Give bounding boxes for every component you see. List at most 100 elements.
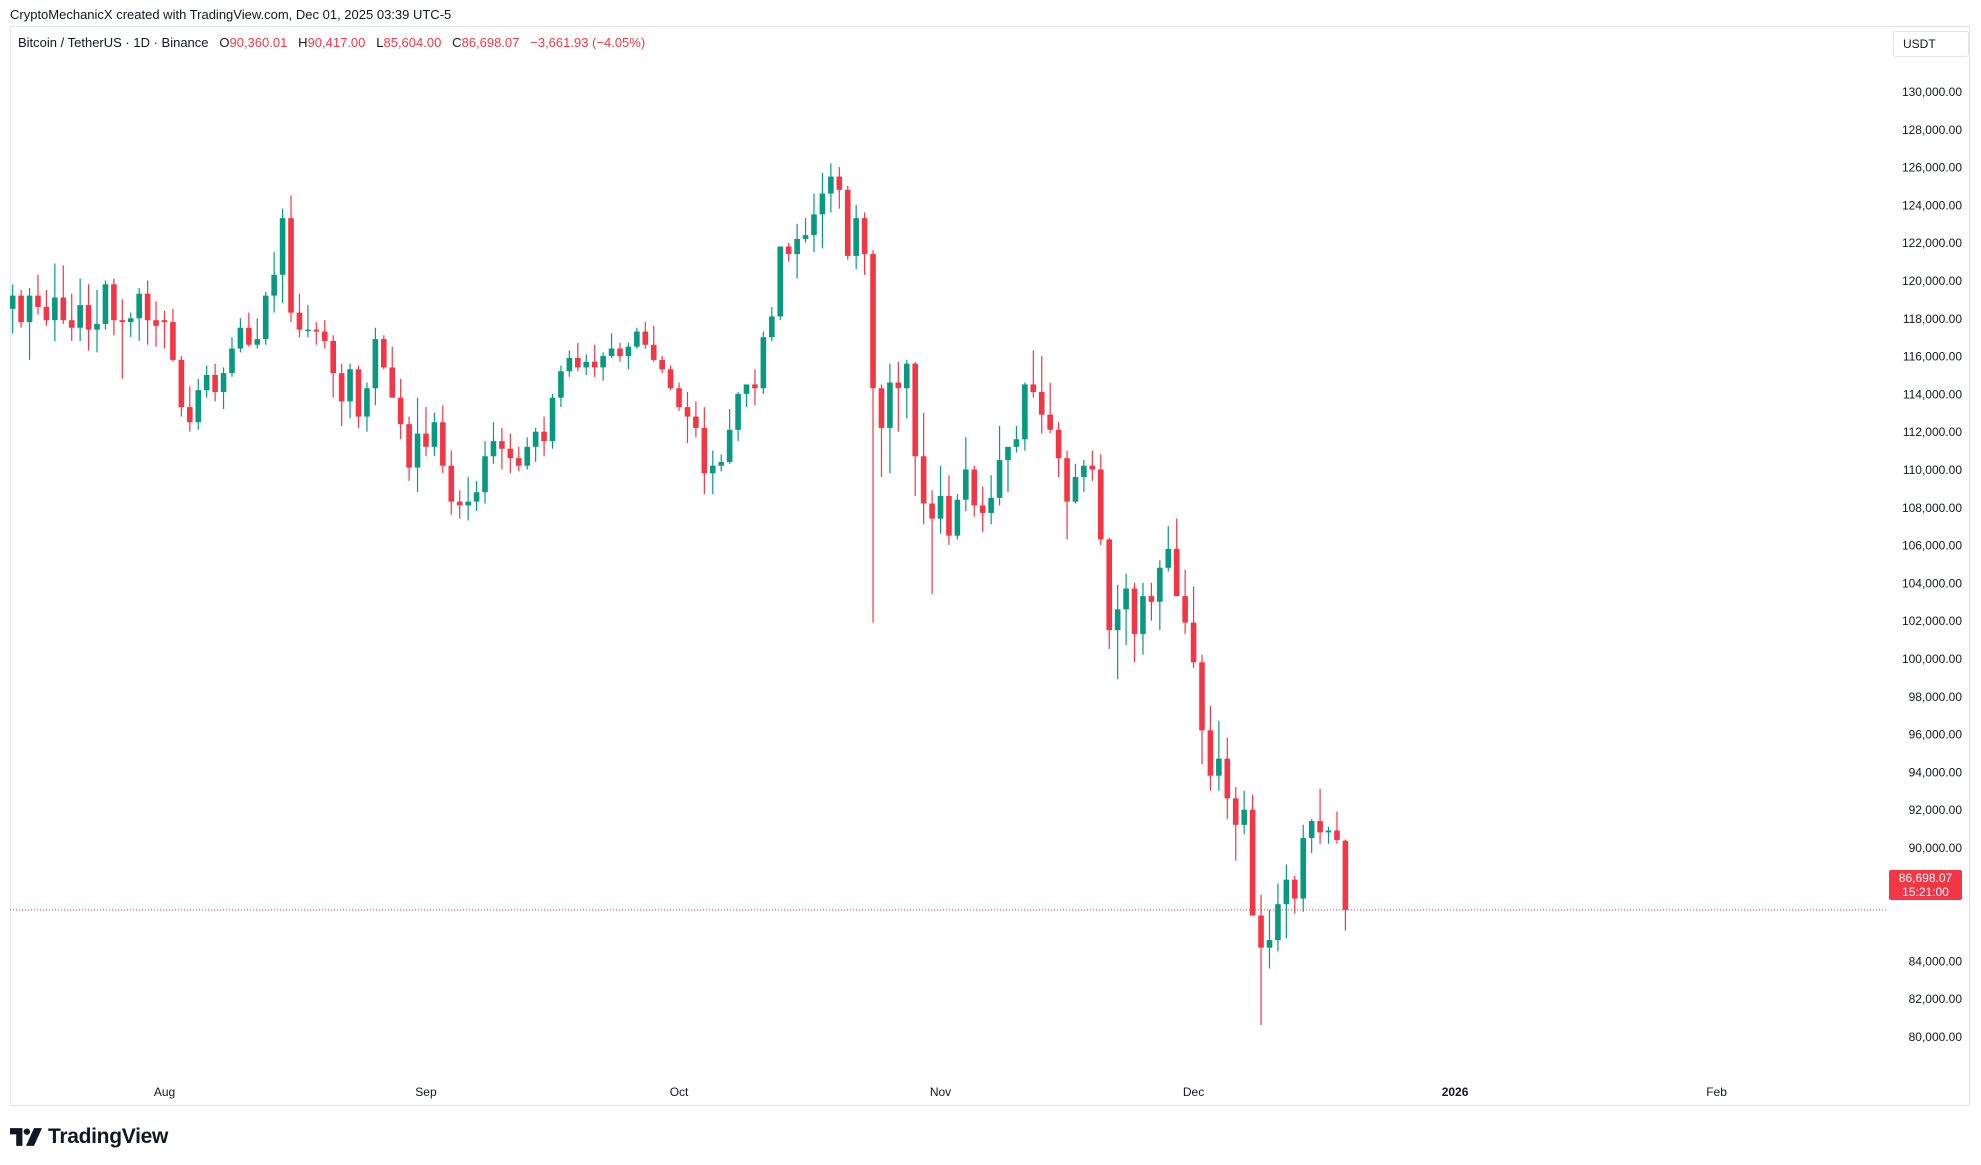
candle-body <box>119 320 126 323</box>
candle-body <box>532 431 539 447</box>
candle-body <box>769 316 775 338</box>
candle-body <box>566 357 573 372</box>
candle-body <box>102 284 109 324</box>
candle-body <box>254 339 261 345</box>
candle-body <box>1055 429 1062 459</box>
y-axis-tick-label: 116,000.00 <box>1903 350 1962 364</box>
candle-body <box>971 469 978 506</box>
y-axis-tick-label: 96,000.00 <box>1909 728 1963 742</box>
candle-body <box>1005 446 1011 461</box>
brand-logo[interactable]: TradingView <box>10 1124 168 1150</box>
candle-body <box>1291 879 1298 899</box>
candle-body <box>600 356 606 368</box>
candle-body <box>60 297 67 321</box>
candle-body <box>1097 469 1104 540</box>
candle-body <box>423 433 429 447</box>
candle-body <box>920 456 927 504</box>
candle-body <box>195 390 202 423</box>
candle-body <box>777 246 784 317</box>
candle-body <box>203 375 210 391</box>
close-value: 86,698.07 <box>461 35 520 50</box>
candle-body <box>1249 809 1256 916</box>
candle-body <box>1334 830 1340 840</box>
candle-body <box>440 422 446 466</box>
y-axis-tick-label: 100,000.00 <box>1902 652 1962 666</box>
candle-body <box>296 312 303 330</box>
candle-body <box>1114 609 1121 631</box>
candle-body <box>549 397 556 442</box>
candle-body <box>878 388 885 428</box>
ohlc-legend: Bitcoin / TetherUS · 1D · Binance O90,36… <box>18 35 645 50</box>
candle-body <box>583 361 590 368</box>
candle-body <box>94 323 100 330</box>
candle-body <box>752 384 758 389</box>
y-axis-tick-label: 82,000.00 <box>1909 992 1963 1006</box>
candle-body <box>338 373 345 402</box>
candle-body <box>330 340 336 374</box>
candle-body <box>52 297 58 321</box>
y-axis-tick-label: 130,000.00 <box>1902 85 1962 99</box>
candle-body <box>515 458 522 466</box>
candle-body <box>507 448 514 459</box>
candle-body <box>1216 758 1222 776</box>
candle-body <box>1140 596 1146 634</box>
y-axis-tick-label: 108,000.00 <box>1902 501 1962 515</box>
chart-credit-line: CryptoMechanicX created with TradingView… <box>10 7 452 22</box>
candle-body <box>406 424 412 468</box>
candle-body <box>625 346 632 357</box>
candle-body <box>77 305 83 328</box>
candle-body <box>895 382 902 389</box>
candle-body <box>364 388 370 417</box>
candle-body <box>68 320 75 328</box>
candle-body <box>1123 588 1129 610</box>
candle-body <box>170 322 176 360</box>
candle-body <box>9 295 16 309</box>
candle-body <box>667 369 674 389</box>
candle-body <box>499 441 505 449</box>
close-label: C <box>452 35 462 50</box>
candle-body <box>844 189 851 256</box>
candle-body <box>1157 567 1163 602</box>
candle-body <box>144 293 151 321</box>
y-axis-tick-label: 104,000.00 <box>1902 576 1962 590</box>
high-value: 90,417.00 <box>307 35 366 50</box>
candle-body <box>1022 384 1028 440</box>
candle-body <box>726 429 733 462</box>
chart-frame <box>10 26 1970 1106</box>
candle-body <box>1047 414 1053 430</box>
y-axis-tick-label: 92,000.00 <box>1909 803 1963 817</box>
candle-body <box>701 427 708 474</box>
y-axis-tick-label: 120,000.00 <box>1902 274 1962 288</box>
symbol-label[interactable]: Bitcoin / TetherUS · 1D · Binance <box>18 35 209 50</box>
candle-body <box>288 218 294 313</box>
candle-body <box>946 495 952 536</box>
candle-body <box>988 497 994 513</box>
candle-body <box>575 357 581 368</box>
candle-body <box>558 371 564 398</box>
candle-body <box>1241 809 1247 825</box>
candle-body <box>414 433 421 468</box>
candle-body <box>693 416 699 428</box>
candle-body <box>1081 465 1087 478</box>
candle-body <box>1258 915 1264 948</box>
candle-body <box>819 193 826 215</box>
candle-body <box>18 295 24 323</box>
candle-body <box>617 348 623 357</box>
currency-selector[interactable]: USDT <box>1893 31 1969 57</box>
candle-body <box>456 501 463 506</box>
candle-body <box>35 295 41 307</box>
candle-body <box>389 367 396 398</box>
x-axis-tick-label: Feb <box>1706 1085 1727 1099</box>
candle-body <box>1283 879 1290 905</box>
candle-body <box>305 329 311 332</box>
x-axis-tick-label: Sep <box>415 1085 437 1099</box>
last-price-value: 86,698.07 <box>1898 871 1953 885</box>
candle-body <box>541 431 547 442</box>
candle-body <box>313 329 320 332</box>
candle-body <box>718 461 725 466</box>
y-axis-tick-label: 84,000.00 <box>1909 954 1963 968</box>
candle-body <box>811 214 817 236</box>
low-label: L <box>376 35 384 50</box>
x-axis-tick-label: Aug <box>154 1085 175 1099</box>
